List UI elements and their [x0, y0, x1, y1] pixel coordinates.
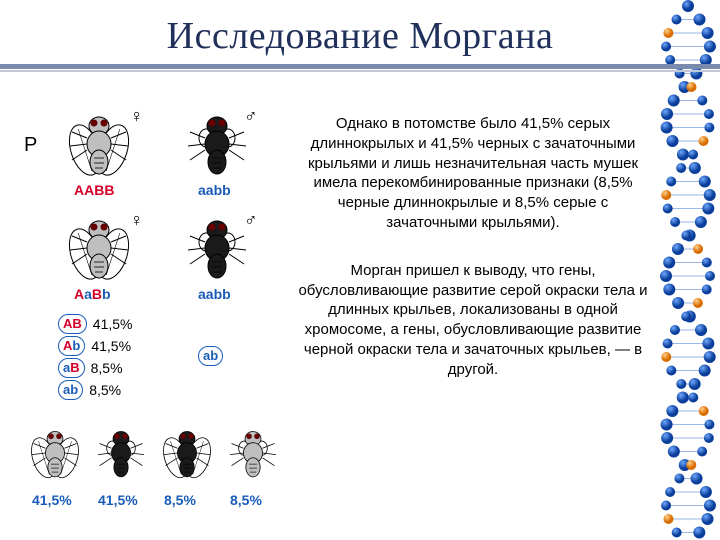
title-band: Исследование Моргана [0, 14, 720, 92]
f1-male-genotype: aabb [198, 286, 231, 302]
parent-male-fly [178, 108, 256, 180]
parent-female-fly [60, 108, 138, 180]
f2-pct-1: 41,5% [98, 492, 138, 508]
female-gamete-1: Ab41,5% [58, 336, 131, 356]
female-gamete-0: AB41,5% [58, 314, 132, 334]
title-underline [0, 64, 720, 72]
f2-pct-0: 41,5% [32, 492, 72, 508]
f1-male-fly [178, 212, 256, 284]
parent-female-genotype: AABB [74, 182, 114, 198]
content-area: P ♀ ♂ AABB aab [0, 96, 720, 540]
f2-pct-2: 8,5% [164, 492, 196, 508]
f2-fly-1 [90, 420, 152, 486]
parent-row: P ♀ ♂ AABB aab [22, 104, 286, 196]
female-gamete-3: ab8,5% [58, 380, 121, 400]
paragraph-1: Однако в потомстве было 41,5% серых длин… [294, 114, 652, 233]
p-label: P [24, 134, 37, 157]
f2-pct-3: 8,5% [230, 492, 262, 508]
female-gamete-2: aB8,5% [58, 358, 123, 378]
text-column: Однако в потомстве было 41,5% серых длин… [286, 96, 720, 540]
male-gamete: ab [198, 346, 223, 366]
f2-row: 41,5% 41,5% 8,5% [22, 420, 286, 520]
parent-male-genotype: aabb [198, 182, 231, 198]
genetics-diagram: P ♀ ♂ AABB aab [22, 102, 286, 520]
f2-fly-0 [24, 420, 86, 486]
f1-female-fly [60, 212, 138, 284]
f1-female-genotype: AaBb [74, 286, 111, 302]
paragraph-2: Морган пришел к выводу, что гены, обусло… [294, 261, 652, 380]
gametes-row: AB41,5% Ab41,5% aB8,5% ab8,5% ab [22, 314, 286, 406]
f2-fly-2 [156, 420, 218, 486]
f2-fly-3 [222, 420, 284, 486]
f1-row: ♀ ♂ AaBb aabb [22, 208, 286, 300]
page-title: Исследование Моргана [0, 14, 720, 58]
